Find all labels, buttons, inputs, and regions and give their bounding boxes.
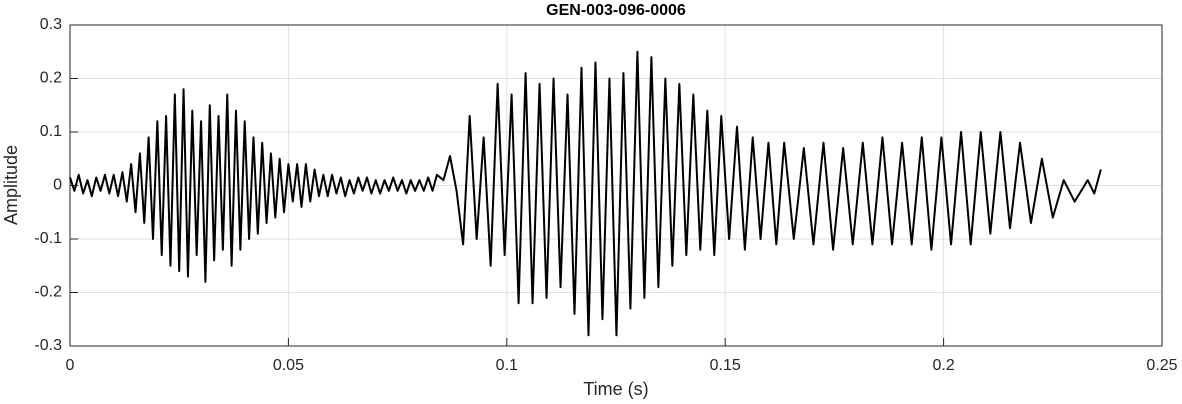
y-tick-label: 0: [53, 177, 62, 194]
x-axis-label: Time (s): [583, 379, 648, 399]
y-tick-label: 0.2: [40, 70, 62, 87]
y-tick-label: -0.1: [34, 230, 62, 247]
y-tick-label: -0.3: [34, 337, 62, 354]
y-tick-label: 0.3: [40, 16, 62, 33]
y-axis-label: Amplitude: [1, 145, 21, 225]
y-tick-label: 0.1: [40, 123, 62, 140]
x-tick-label: 0: [66, 357, 75, 374]
x-tick-label: 0.1: [496, 357, 518, 374]
axes-box: [69, 24, 1163, 347]
waveform-line: [69, 50, 1102, 337]
x-tick-label: 0.05: [273, 357, 304, 374]
x-tick-label: 0.25: [1146, 357, 1177, 374]
y-tick-label: -0.2: [34, 284, 62, 301]
chart-title: GEN-003-096-0006: [546, 2, 686, 19]
x-tick-label: 0.2: [932, 357, 954, 374]
x-tick-label: 0.15: [710, 357, 741, 374]
